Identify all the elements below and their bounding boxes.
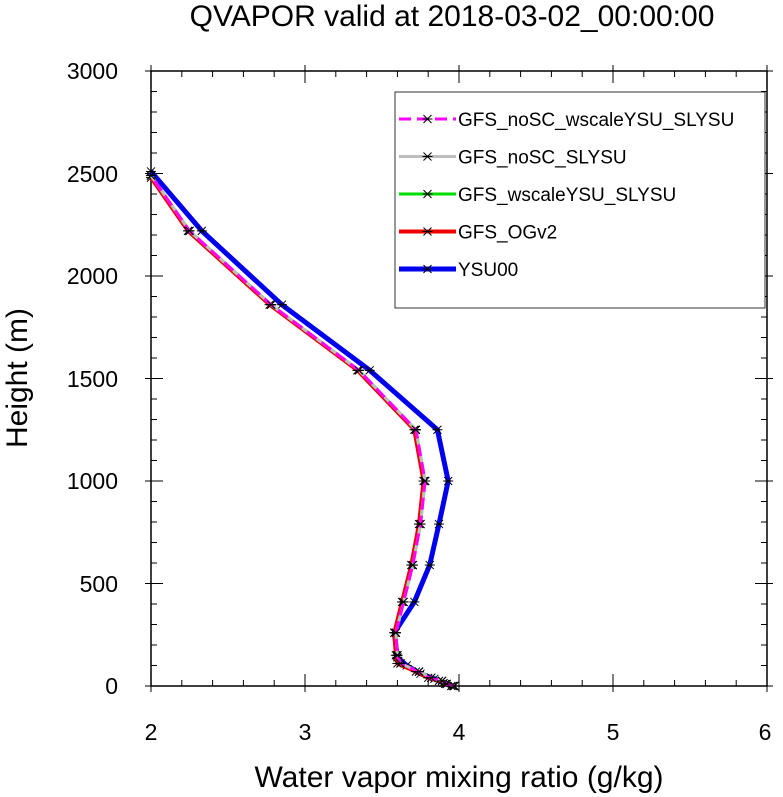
- data-point-marker: [390, 628, 401, 638]
- y-tick-label: 2000: [67, 263, 118, 289]
- data-point-marker: [410, 425, 421, 435]
- legend-items: GFS_noSC_wscaleYSU_SLYSU GFS_noSC_SLYSU GF…: [399, 110, 734, 281]
- legend-label: GFS_noSC_wscaleYSU_SLYSU: [458, 110, 734, 131]
- legend-item: YSU00: [399, 260, 518, 281]
- legend-item: GFS_noSC_SLYSU: [399, 148, 627, 169]
- y-tick-label: 2500: [67, 161, 118, 187]
- legend-label: GFS_OGv2: [458, 223, 557, 244]
- y-axis-tick-labels: 0 500 1000 1500 2000 2500 3000: [67, 58, 118, 699]
- data-point-marker: [449, 681, 460, 691]
- data-point-marker: [432, 425, 443, 435]
- legend-marker: [422, 114, 433, 124]
- series-layer: [146, 167, 460, 691]
- legend-label: YSU00: [458, 260, 518, 281]
- data-point-marker: [276, 300, 287, 310]
- data-point-marker: [420, 476, 431, 486]
- data-point-marker: [353, 365, 364, 375]
- data-point-marker: [392, 650, 403, 660]
- data-point-marker: [146, 171, 156, 180]
- legend-label: GFS_noSC_SLYSU: [458, 148, 627, 169]
- x-axis-label: Water vapor mixing ratio (g/kg): [254, 761, 663, 794]
- y-tick-label: 3000: [67, 58, 118, 84]
- data-point-marker: [426, 673, 437, 683]
- y-tick-label: 1000: [67, 468, 118, 494]
- legend-marker: [422, 227, 433, 236]
- data-point-marker: [196, 226, 207, 236]
- x-tick-label: 2: [145, 719, 158, 745]
- y-tick-label: 1500: [67, 366, 118, 392]
- data-point-marker: [424, 560, 435, 570]
- legend-box: [394, 91, 766, 309]
- data-point-marker: [433, 519, 444, 529]
- legend-item: GFS_noSC_wscaleYSU_SLYSU: [399, 110, 734, 131]
- y-tick-label: 500: [80, 571, 118, 597]
- x-tick-label: 4: [453, 719, 466, 745]
- legend-label: GFS_wscaleYSU_SLYSU: [458, 185, 676, 206]
- data-point-marker: [415, 519, 426, 529]
- data-point-marker: [398, 597, 409, 607]
- data-point-marker: [364, 365, 375, 375]
- data-point-marker: [395, 659, 406, 668]
- legend-item: GFS_wscaleYSU_SLYSU: [399, 185, 676, 206]
- data-point-marker: [146, 167, 156, 176]
- series-line-gfs_nosc_wscaleysu_slysu: [149, 174, 455, 688]
- data-point-marker: [413, 667, 424, 677]
- x-tick-label: 6: [759, 719, 772, 745]
- data-point-marker: [407, 560, 418, 570]
- data-point-marker: [437, 676, 448, 686]
- y-tick-label: 0: [105, 673, 118, 699]
- data-point-marker: [184, 226, 195, 236]
- x-axis-tick-labels: 2 3 4 5 6: [145, 719, 772, 745]
- chart-title: QVAPOR valid at 2018-03-02_00:00:00: [190, 0, 715, 33]
- legend: GFS_noSC_wscaleYSU_SLYSU GFS_noSC_SLYSU GF…: [394, 91, 766, 309]
- y-axis-label: Height (m): [1, 308, 34, 448]
- legend-item: GFS_OGv2: [399, 223, 557, 244]
- legend-marker: [422, 264, 433, 274]
- data-point-marker: [443, 476, 454, 486]
- legend-marker: [422, 189, 433, 199]
- data-point-marker: [266, 300, 277, 310]
- x-tick-label: 3: [299, 719, 312, 745]
- x-tick-label: 5: [607, 719, 620, 745]
- data-point-marker: [409, 597, 420, 607]
- legend-marker: [422, 152, 433, 161]
